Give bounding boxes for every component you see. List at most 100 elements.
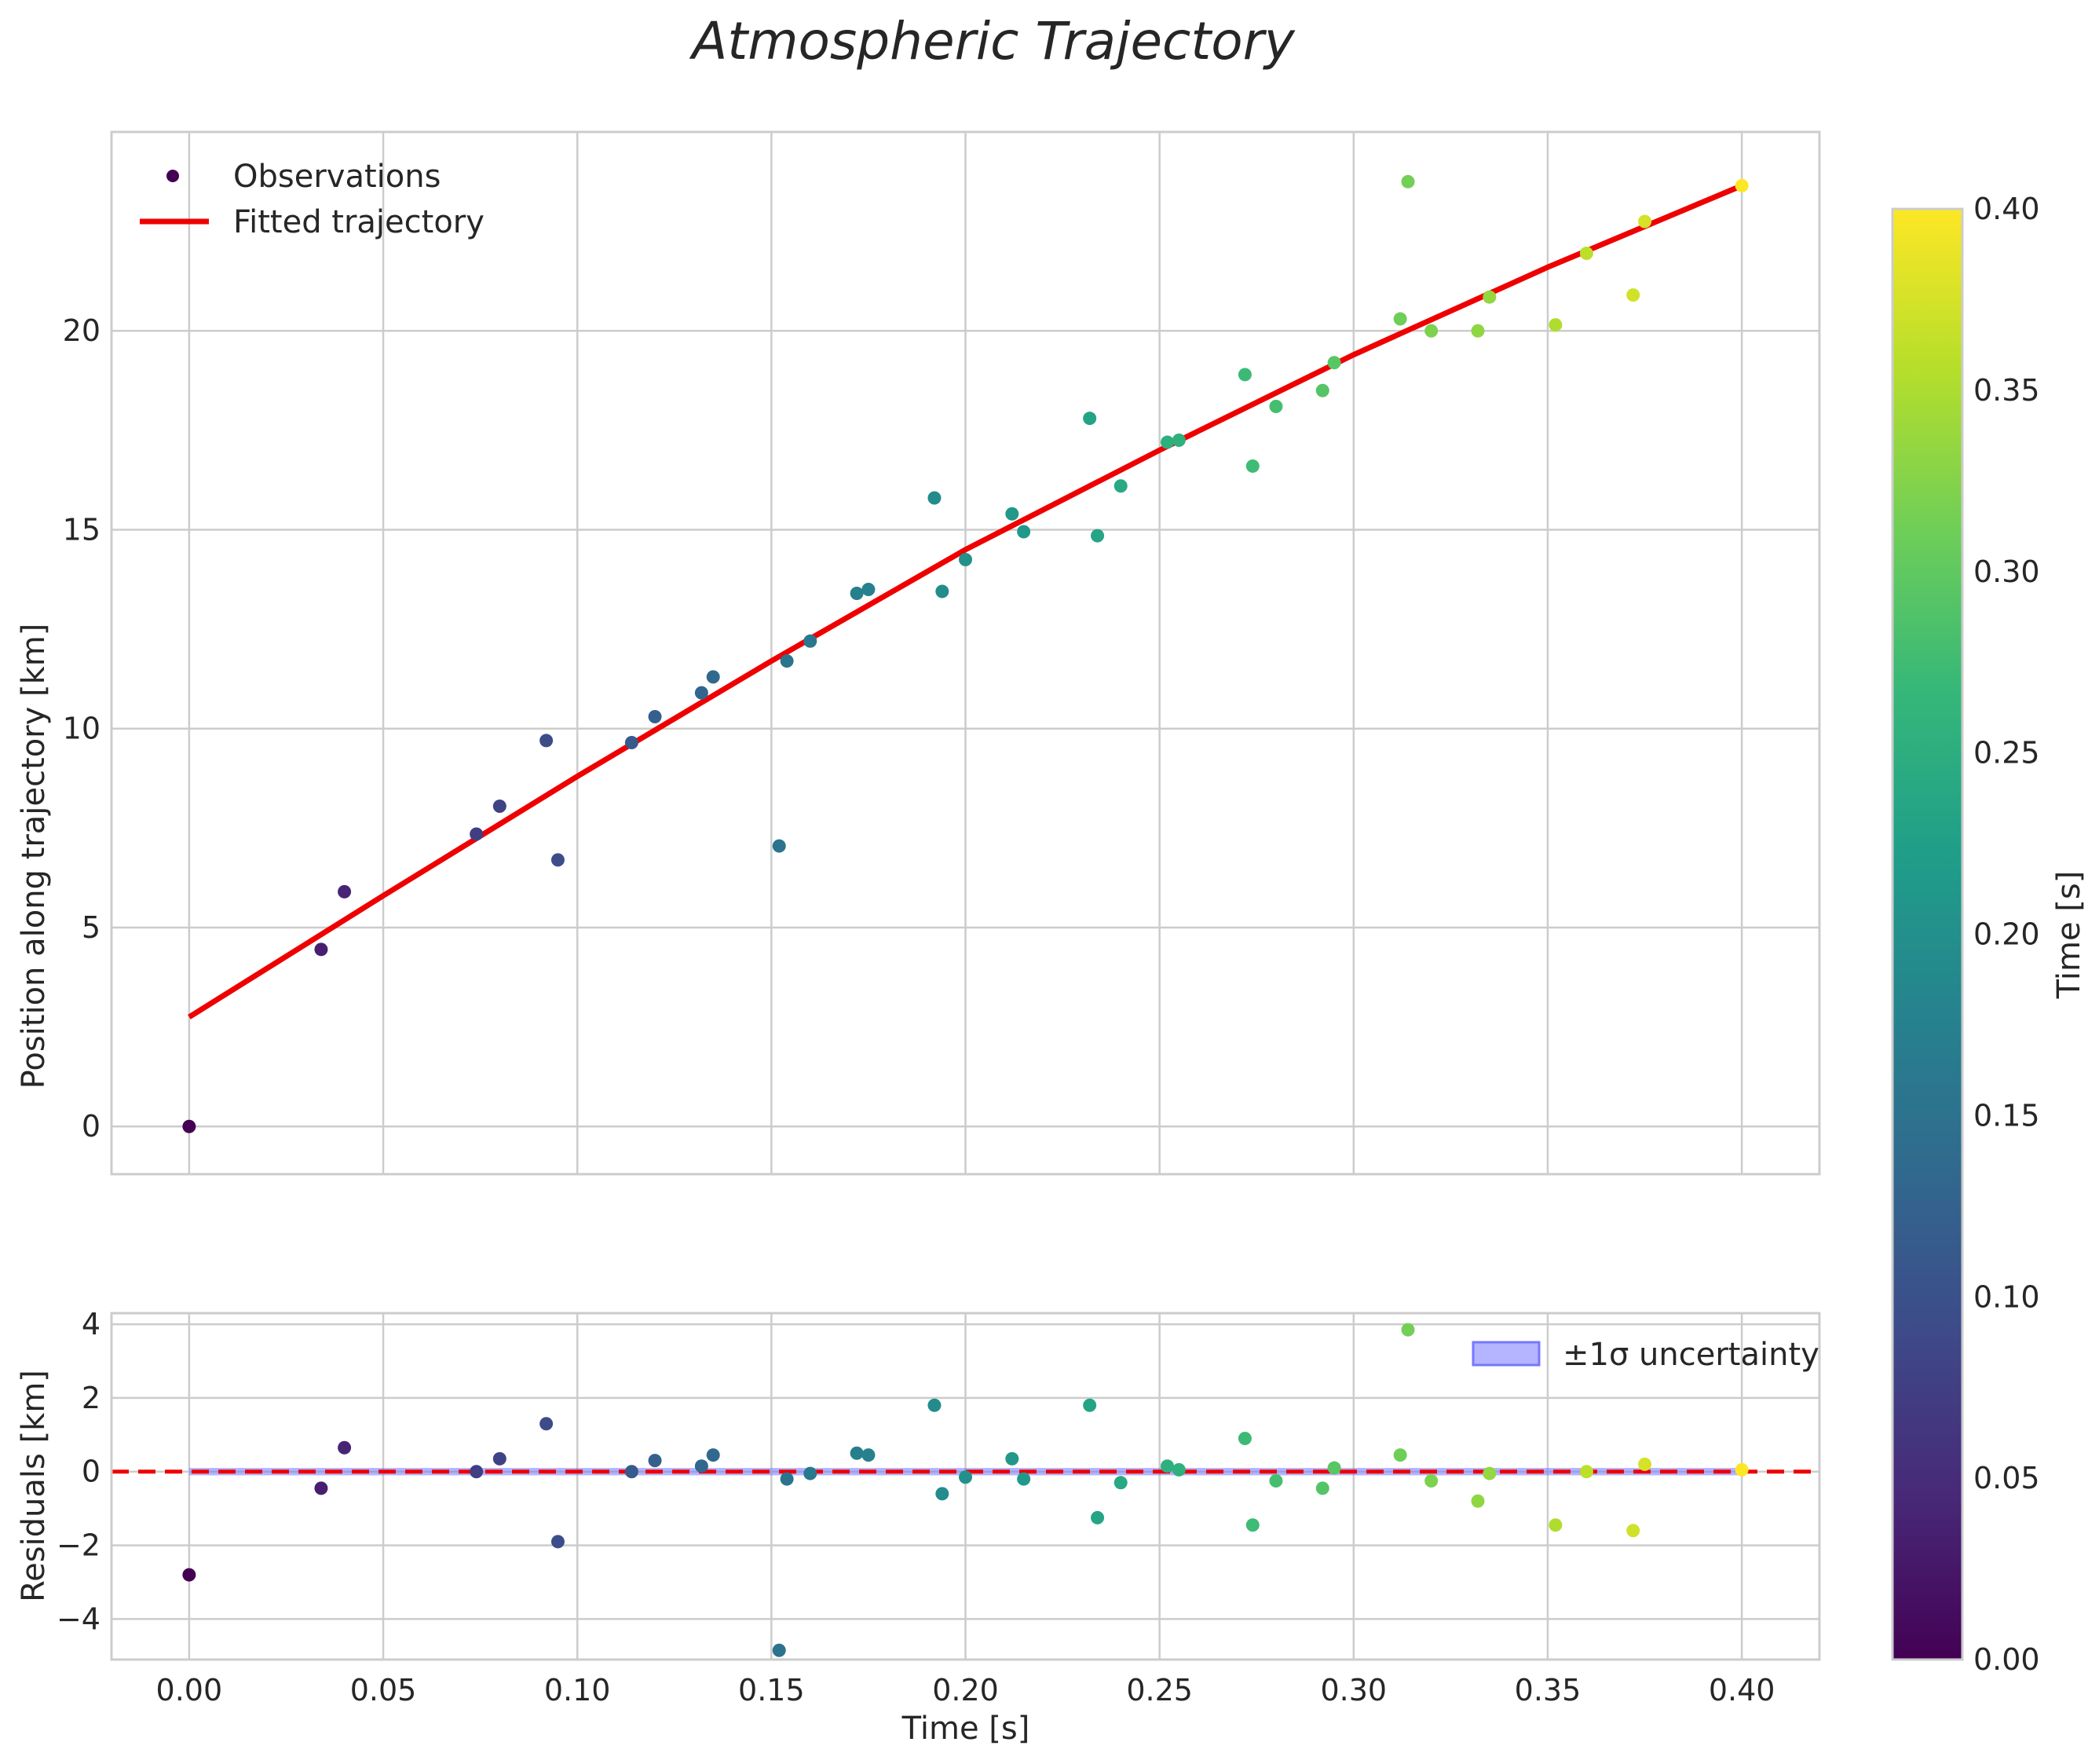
residual-point <box>959 1470 972 1484</box>
bottom-y-tick-labels: −4 −2 0 2 4 <box>57 1307 101 1636</box>
top-y-tick-label: 15 <box>63 512 101 547</box>
residual-point <box>1735 1462 1749 1477</box>
residual-point <box>803 1466 817 1480</box>
residual-point <box>1471 1494 1485 1508</box>
residual-point <box>1238 1432 1252 1446</box>
colorbar-gradient <box>1891 207 1964 1661</box>
x-tick-label: 0.05 <box>350 1673 417 1707</box>
observation-point <box>624 735 638 749</box>
colorbar-label: Time [s] <box>2051 871 2087 1000</box>
residual-point <box>1579 1465 1593 1479</box>
colorbar-tick-label: 0.40 <box>1973 192 2040 226</box>
colorbar-tick-label: 0.20 <box>1973 917 2040 952</box>
top-y-tick-label: 5 <box>82 910 101 945</box>
colorbar-tick-label: 0.15 <box>1973 1098 2040 1133</box>
top-observation-points <box>182 174 1749 1133</box>
residual-point <box>182 1568 196 1582</box>
residual-point <box>1172 1462 1186 1477</box>
observation-point <box>1393 312 1407 326</box>
residual-point <box>1083 1398 1097 1412</box>
residual-point <box>706 1448 720 1462</box>
observation-point <box>694 686 708 700</box>
x-tick-label: 0.20 <box>932 1673 999 1707</box>
residual-point <box>1483 1466 1497 1480</box>
bottom-axes-frame <box>110 1312 1821 1661</box>
bottom-y-axis-label: Residuals [km] <box>16 1370 52 1602</box>
residual-point <box>1549 1518 1563 1532</box>
observation-point <box>1638 214 1652 229</box>
residual-point <box>539 1417 554 1431</box>
observation-point <box>1091 529 1105 543</box>
observation-point <box>470 827 484 841</box>
observation-point <box>1549 318 1563 332</box>
bottom-y-tick-label: −2 <box>57 1528 101 1563</box>
colorbar-tick-labels: 0.00 0.05 0.10 0.15 0.20 0.25 0.30 0.35 0.40 <box>1973 192 2040 1677</box>
observation-point <box>706 670 720 684</box>
bottom-panel: −4 −2 0 2 4 Residuals [km] ±1σ uncertainty <box>16 1307 1821 1661</box>
observation-point <box>1269 399 1283 413</box>
legend-fit-label: Fitted trajectory <box>233 204 485 240</box>
colorbar-tick-label: 0.05 <box>1973 1461 2040 1495</box>
observation-point <box>1161 435 1175 449</box>
legend-observations-marker <box>166 170 179 182</box>
colorbar-tick-label: 0.10 <box>1973 1279 2040 1314</box>
top-y-tick-labels: 0 5 10 15 20 <box>63 313 101 1144</box>
residual-point <box>1424 1473 1439 1488</box>
x-tick-label: 0.00 <box>156 1673 223 1707</box>
observation-point <box>1424 324 1439 338</box>
observation-point <box>539 734 554 748</box>
residual-point <box>1638 1457 1652 1471</box>
observation-point <box>1327 356 1341 370</box>
residual-point <box>1315 1481 1329 1495</box>
observation-point <box>927 491 942 505</box>
top-y-tick-label: 10 <box>63 712 101 746</box>
residual-point <box>1245 1518 1260 1532</box>
legend-band-swatch <box>1472 1341 1541 1367</box>
x-tick-labels: 0.00 0.05 0.10 0.15 0.20 0.25 0.30 0.35 0.40 <box>156 1673 1775 1707</box>
observation-point <box>861 582 876 596</box>
chart-title: Atmospheric Trajectory <box>689 11 1296 71</box>
residual-point <box>338 1440 352 1455</box>
residual-point <box>772 1643 786 1657</box>
observation-point <box>182 1119 196 1133</box>
residual-point <box>850 1446 864 1460</box>
observation-point <box>959 552 972 566</box>
bottom-legend: ±1σ uncertainty <box>1472 1337 1819 1373</box>
observation-point <box>1483 290 1497 304</box>
observation-point <box>772 839 786 853</box>
observation-point <box>1172 434 1186 448</box>
x-axis-label: Time [s] <box>901 1711 1030 1747</box>
x-tick-label: 0.15 <box>738 1673 805 1707</box>
top-y-axis-label: Position along trajectory [km] <box>16 624 52 1089</box>
observation-point <box>1238 368 1252 382</box>
residual-point <box>314 1481 328 1495</box>
residual-point <box>1091 1510 1105 1524</box>
residual-point <box>1393 1448 1407 1462</box>
colorbar-tick-label: 0.00 <box>1973 1642 2040 1677</box>
top-legend: Observations Fitted trajectory <box>140 159 485 240</box>
residual-point <box>492 1451 506 1466</box>
x-tick-label: 0.40 <box>1709 1673 1775 1707</box>
residual-point <box>1161 1459 1175 1473</box>
residual-point <box>1401 1323 1415 1337</box>
observation-point <box>1401 174 1415 188</box>
colorbar-tick-label: 0.30 <box>1973 554 2040 589</box>
observation-point <box>1315 383 1329 397</box>
top-axes-frame <box>110 130 1821 1176</box>
residual-point <box>550 1535 565 1549</box>
observation-point <box>492 799 506 813</box>
residual-point <box>470 1465 484 1479</box>
observation-point <box>850 587 864 601</box>
observation-point <box>314 942 328 957</box>
x-tick-label: 0.35 <box>1515 1673 1582 1707</box>
x-tick-label: 0.25 <box>1126 1673 1193 1707</box>
observation-point <box>1626 288 1640 302</box>
colorbar: 0.00 0.05 0.10 0.15 0.20 0.25 0.30 0.35 0.40 Tim… <box>1891 192 2087 1677</box>
observation-point <box>1017 525 1031 539</box>
top-y-tick-label: 0 <box>82 1109 101 1144</box>
bottom-y-tick-label: 0 <box>82 1455 101 1489</box>
observation-point <box>780 654 794 668</box>
observation-point <box>338 884 352 898</box>
